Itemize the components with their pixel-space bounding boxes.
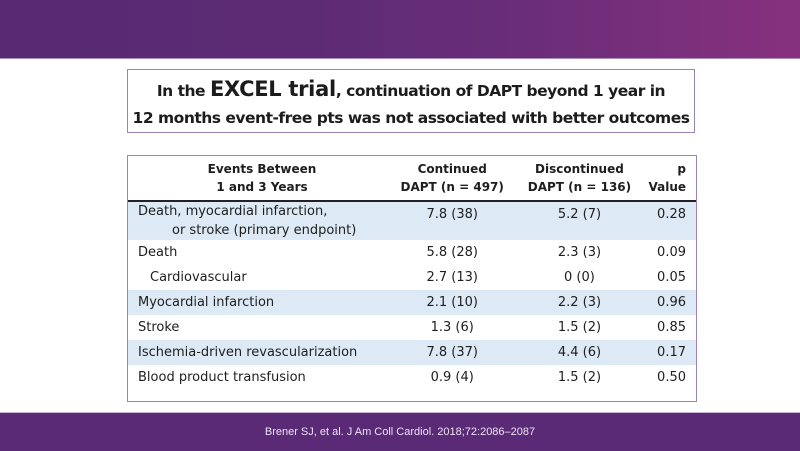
p-value-cell: 0.17 xyxy=(644,340,696,365)
discontinued-cell: 2.2 (3) xyxy=(514,290,645,315)
table-row: Blood product transfusion 0.9 (4) 1.5 (2… xyxy=(128,365,696,390)
header-events-line2: 1 and 3 Years xyxy=(216,180,308,194)
citation: Brener SJ, et al. J Am Coll Cardiol. 201… xyxy=(264,426,536,438)
table-row: Ischemia-driven revascularization 7.8 (3… xyxy=(128,340,696,365)
continued-cell: 1.3 (6) xyxy=(430,320,474,335)
discontinued-cell: 2.3 (3) xyxy=(557,245,602,260)
header-continued-line1: Continued xyxy=(417,162,487,176)
header-continued: Continued DAPT (n = 497) xyxy=(390,156,515,202)
results-table-box: Events Between 1 and 3 Years Continued D… xyxy=(127,155,697,402)
discontinued-cell: 1.5 (2) xyxy=(557,320,602,335)
title-suffix: , continuation of DAPT beyond 1 year in xyxy=(335,82,666,100)
slide-title-box: In the EXCEL trial, continuation of DAPT… xyxy=(127,69,695,133)
continued-cell: 0.9 (4) xyxy=(430,370,474,385)
header-events-line1: Events Between xyxy=(207,162,317,176)
table-header-row: Events Between 1 and 3 Years Continued D… xyxy=(128,156,696,202)
table-row: Cardiovascular 2.7 (13) 0 (0) 0.05 xyxy=(128,265,696,290)
event-cell: Ischemia-driven revascularization xyxy=(128,340,390,365)
header-continued-line2: DAPT (n = 497) xyxy=(400,180,504,194)
event-cell: Stroke xyxy=(138,320,180,335)
header-events: Events Between 1 and 3 Years xyxy=(128,156,390,202)
header-discontinued-line1: Discontinued xyxy=(535,162,624,176)
header-discontinued: Discontinued DAPT (n = 136) xyxy=(514,156,645,202)
event-label-line2: or stroke (primary endpoint) xyxy=(172,223,357,238)
header-band xyxy=(0,0,800,59)
header-discontinued-line2: DAPT (n = 136) xyxy=(527,180,632,194)
event-cell: Blood product transfusion xyxy=(138,370,306,385)
p-value-cell: 0.96 xyxy=(644,290,696,315)
event-cell: Myocardial infarction xyxy=(128,290,390,315)
table-row: Myocardial infarction 2.1 (10) 2.2 (3) 0… xyxy=(128,290,696,315)
event-cell: Death xyxy=(138,245,178,260)
header-p-value: p Value xyxy=(644,156,696,202)
continued-cell: 5.8 (28) xyxy=(426,245,478,260)
table-row: Death, myocardial infarction, or stroke … xyxy=(128,201,696,240)
title-prefix: In the xyxy=(156,82,210,100)
discontinued-cell: 5.2 (7) xyxy=(514,201,645,240)
title-line-1: In the EXCEL trial, continuation of DAPT… xyxy=(128,76,694,105)
table-row: Death 5.8 (28) 2.3 (3) 0.09 xyxy=(128,240,696,265)
p-value-cell: 0.05 xyxy=(657,270,686,285)
p-value-cell: 0.09 xyxy=(657,245,686,260)
p-value-cell: 0.85 xyxy=(657,320,686,335)
event-label-line1: Death, myocardial infarction, xyxy=(138,204,328,219)
continued-cell: 2.1 (10) xyxy=(390,290,515,315)
p-value-cell: 0.28 xyxy=(644,201,696,240)
continued-cell: 7.8 (37) xyxy=(390,340,515,365)
discontinued-cell: 0 (0) xyxy=(564,270,595,285)
title-line-2: 12 months event-free pts was not associa… xyxy=(132,109,690,127)
footer-band: Brener SJ, et al. J Am Coll Cardiol. 201… xyxy=(0,412,800,451)
results-table: Events Between 1 and 3 Years Continued D… xyxy=(128,156,696,390)
discontinued-cell: 4.4 (6) xyxy=(514,340,645,365)
continued-cell: 2.7 (13) xyxy=(426,270,478,285)
p-value-cell: 0.50 xyxy=(657,370,686,385)
continued-cell: 7.8 (38) xyxy=(390,201,515,240)
title-emphasis: EXCEL trial xyxy=(209,77,336,101)
discontinued-cell: 1.5 (2) xyxy=(557,370,602,385)
table-row: Stroke 1.3 (6) 1.5 (2) 0.85 xyxy=(128,315,696,340)
event-cell: Death, myocardial infarction, or stroke … xyxy=(128,201,390,240)
event-cell: Cardiovascular xyxy=(150,270,247,285)
